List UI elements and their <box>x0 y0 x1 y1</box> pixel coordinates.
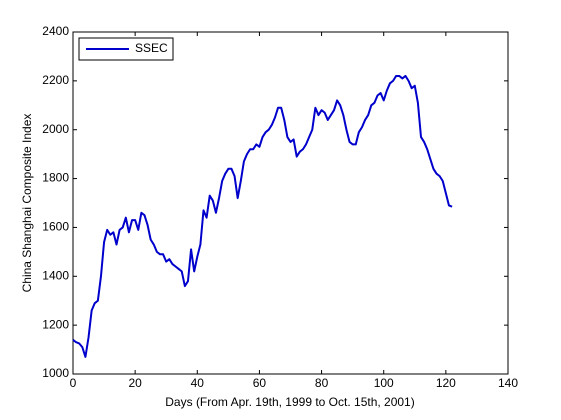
y-tick-label: 1600 <box>42 220 69 234</box>
plot-frame <box>72 31 509 375</box>
y-axis-label: China Shanghai Composite Index <box>20 114 34 293</box>
y-tick-label: 1800 <box>42 171 69 185</box>
x-tick-label: 80 <box>315 376 329 390</box>
y-tick-label: 1400 <box>42 268 69 282</box>
x-tick-label: 20 <box>128 376 142 390</box>
series-line <box>72 74 453 358</box>
x-axis-label: Days (From Apr. 19th, 1999 to Oct. 15th,… <box>165 395 414 409</box>
x-tick-label: 120 <box>436 376 456 390</box>
plot-area <box>73 32 508 374</box>
legend-label: SSEC <box>135 41 168 55</box>
y-tick-label: 2200 <box>42 73 69 87</box>
x-tick-label: 100 <box>374 376 394 390</box>
x-tick-label: 40 <box>191 376 205 390</box>
y-tick-label: 1000 <box>42 366 69 380</box>
y-tick-label: 2400 <box>42 24 69 38</box>
y-tick-label: 1200 <box>42 317 69 331</box>
x-tick-label: 0 <box>70 376 77 390</box>
x-tick-label: 140 <box>498 376 518 390</box>
y-tick-label: 2000 <box>42 122 69 136</box>
x-tick-label: 60 <box>253 376 267 390</box>
